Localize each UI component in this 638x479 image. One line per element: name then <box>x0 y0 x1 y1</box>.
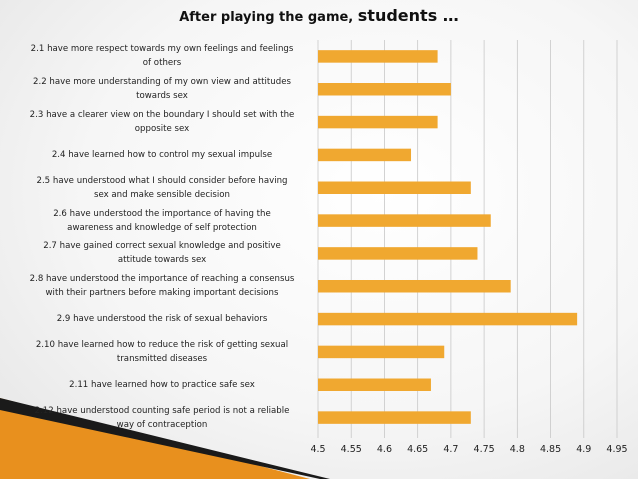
category-label-line: awareness and knowledge of self protecti… <box>67 222 257 233</box>
category-label: 2.12 have understood counting safe perio… <box>14 404 310 432</box>
bar <box>318 312 578 326</box>
category-label: 2.9 have understood the risk of sexual b… <box>14 312 310 326</box>
category-label-line: towards sex <box>136 91 188 102</box>
category-label-line: 2.7 have gained correct sexual knowledge… <box>43 241 281 252</box>
category-label: 2.3 have a clearer view on the boundary … <box>14 108 310 136</box>
category-label: 2.5 have understood what I should consid… <box>14 174 310 202</box>
x-tick-label: 4.9 <box>576 444 591 455</box>
chart-title: After playing the game, students … <box>0 6 638 25</box>
category-label-line: attitude towards sex <box>117 255 207 266</box>
category-label-line: 2.1 have more respect towards my own fee… <box>30 44 294 55</box>
x-tick-label: 4.95 <box>606 444 627 455</box>
bar <box>318 83 451 96</box>
category-label: 2.7 have gained correct sexual knowledge… <box>14 239 310 267</box>
bar <box>318 411 471 424</box>
category-label-line: 2.3 have a clearer view on the boundary … <box>29 110 295 121</box>
chart-title-part1: After playing the game, <box>179 10 358 25</box>
x-axis-tick-labels: 4.5 4.55 4.6 4.65 4.7 4.75 4.8 4.85 4.9 4.95 <box>310 444 627 455</box>
bar <box>318 115 438 129</box>
bar <box>318 345 445 359</box>
category-label-line: 2.12 have understood counting safe perio… <box>34 405 290 416</box>
bar <box>318 148 412 162</box>
category-label: 2.2 have more understanding of my own vi… <box>14 75 310 103</box>
bar <box>318 50 438 63</box>
category-label: 2.8 have understood the importance of re… <box>14 272 310 300</box>
category-label-line: 2.4 have learned how to control my sexua… <box>51 149 273 160</box>
bars <box>318 50 578 424</box>
category-label-line: 2.6 have understood the importance of ha… <box>53 208 271 219</box>
category-label-line: sex and make sensible decision <box>93 189 231 200</box>
x-tick-label: 4.5 <box>310 444 325 455</box>
chart-title-part2: students … <box>357 6 459 25</box>
grid-lines <box>317 40 618 438</box>
category-label-line: way of contraception <box>116 419 208 430</box>
category-label-line: transmitted diseases <box>116 353 208 364</box>
category-label-line: 2.9 have understood the risk of sexual b… <box>56 314 268 325</box>
category-label-line: 2.5 have understood what I should consid… <box>36 175 288 186</box>
x-tick-label: 4.7 <box>443 444 458 455</box>
category-label: 2.11 have learned how to practice safe s… <box>14 378 310 392</box>
category-label-line: opposite sex <box>134 124 190 135</box>
bar <box>318 247 478 260</box>
x-tick-label: 4.65 <box>407 444 428 455</box>
category-label-line: 2.2 have more understanding of my own vi… <box>33 77 291 88</box>
category-label: 2.6 have understood the importance of ha… <box>14 207 310 235</box>
category-label-line: 2.10 have learned how to reduce the risk… <box>35 339 289 350</box>
category-label: 2.10 have learned how to reduce the risk… <box>14 338 310 366</box>
bar <box>318 378 431 391</box>
category-label-line: 2.8 have understood the importance of re… <box>29 274 295 285</box>
x-tick-label: 4.55 <box>341 444 362 455</box>
bar <box>318 280 511 293</box>
x-tick-label: 4.8 <box>510 444 525 455</box>
x-tick-label: 4.6 <box>377 444 392 455</box>
category-label: 2.1 have more respect towards my own fee… <box>14 42 310 70</box>
category-label-line: with their partners before making import… <box>45 288 279 299</box>
bar <box>318 214 491 227</box>
bar <box>318 181 471 194</box>
category-label-line: 2.11 have learned how to practice safe s… <box>69 379 255 390</box>
category-label-line: of others <box>142 58 182 69</box>
category-label: 2.4 have learned how to control my sexua… <box>14 148 310 162</box>
x-tick-label: 4.75 <box>474 444 495 455</box>
x-tick-label: 4.85 <box>540 444 561 455</box>
